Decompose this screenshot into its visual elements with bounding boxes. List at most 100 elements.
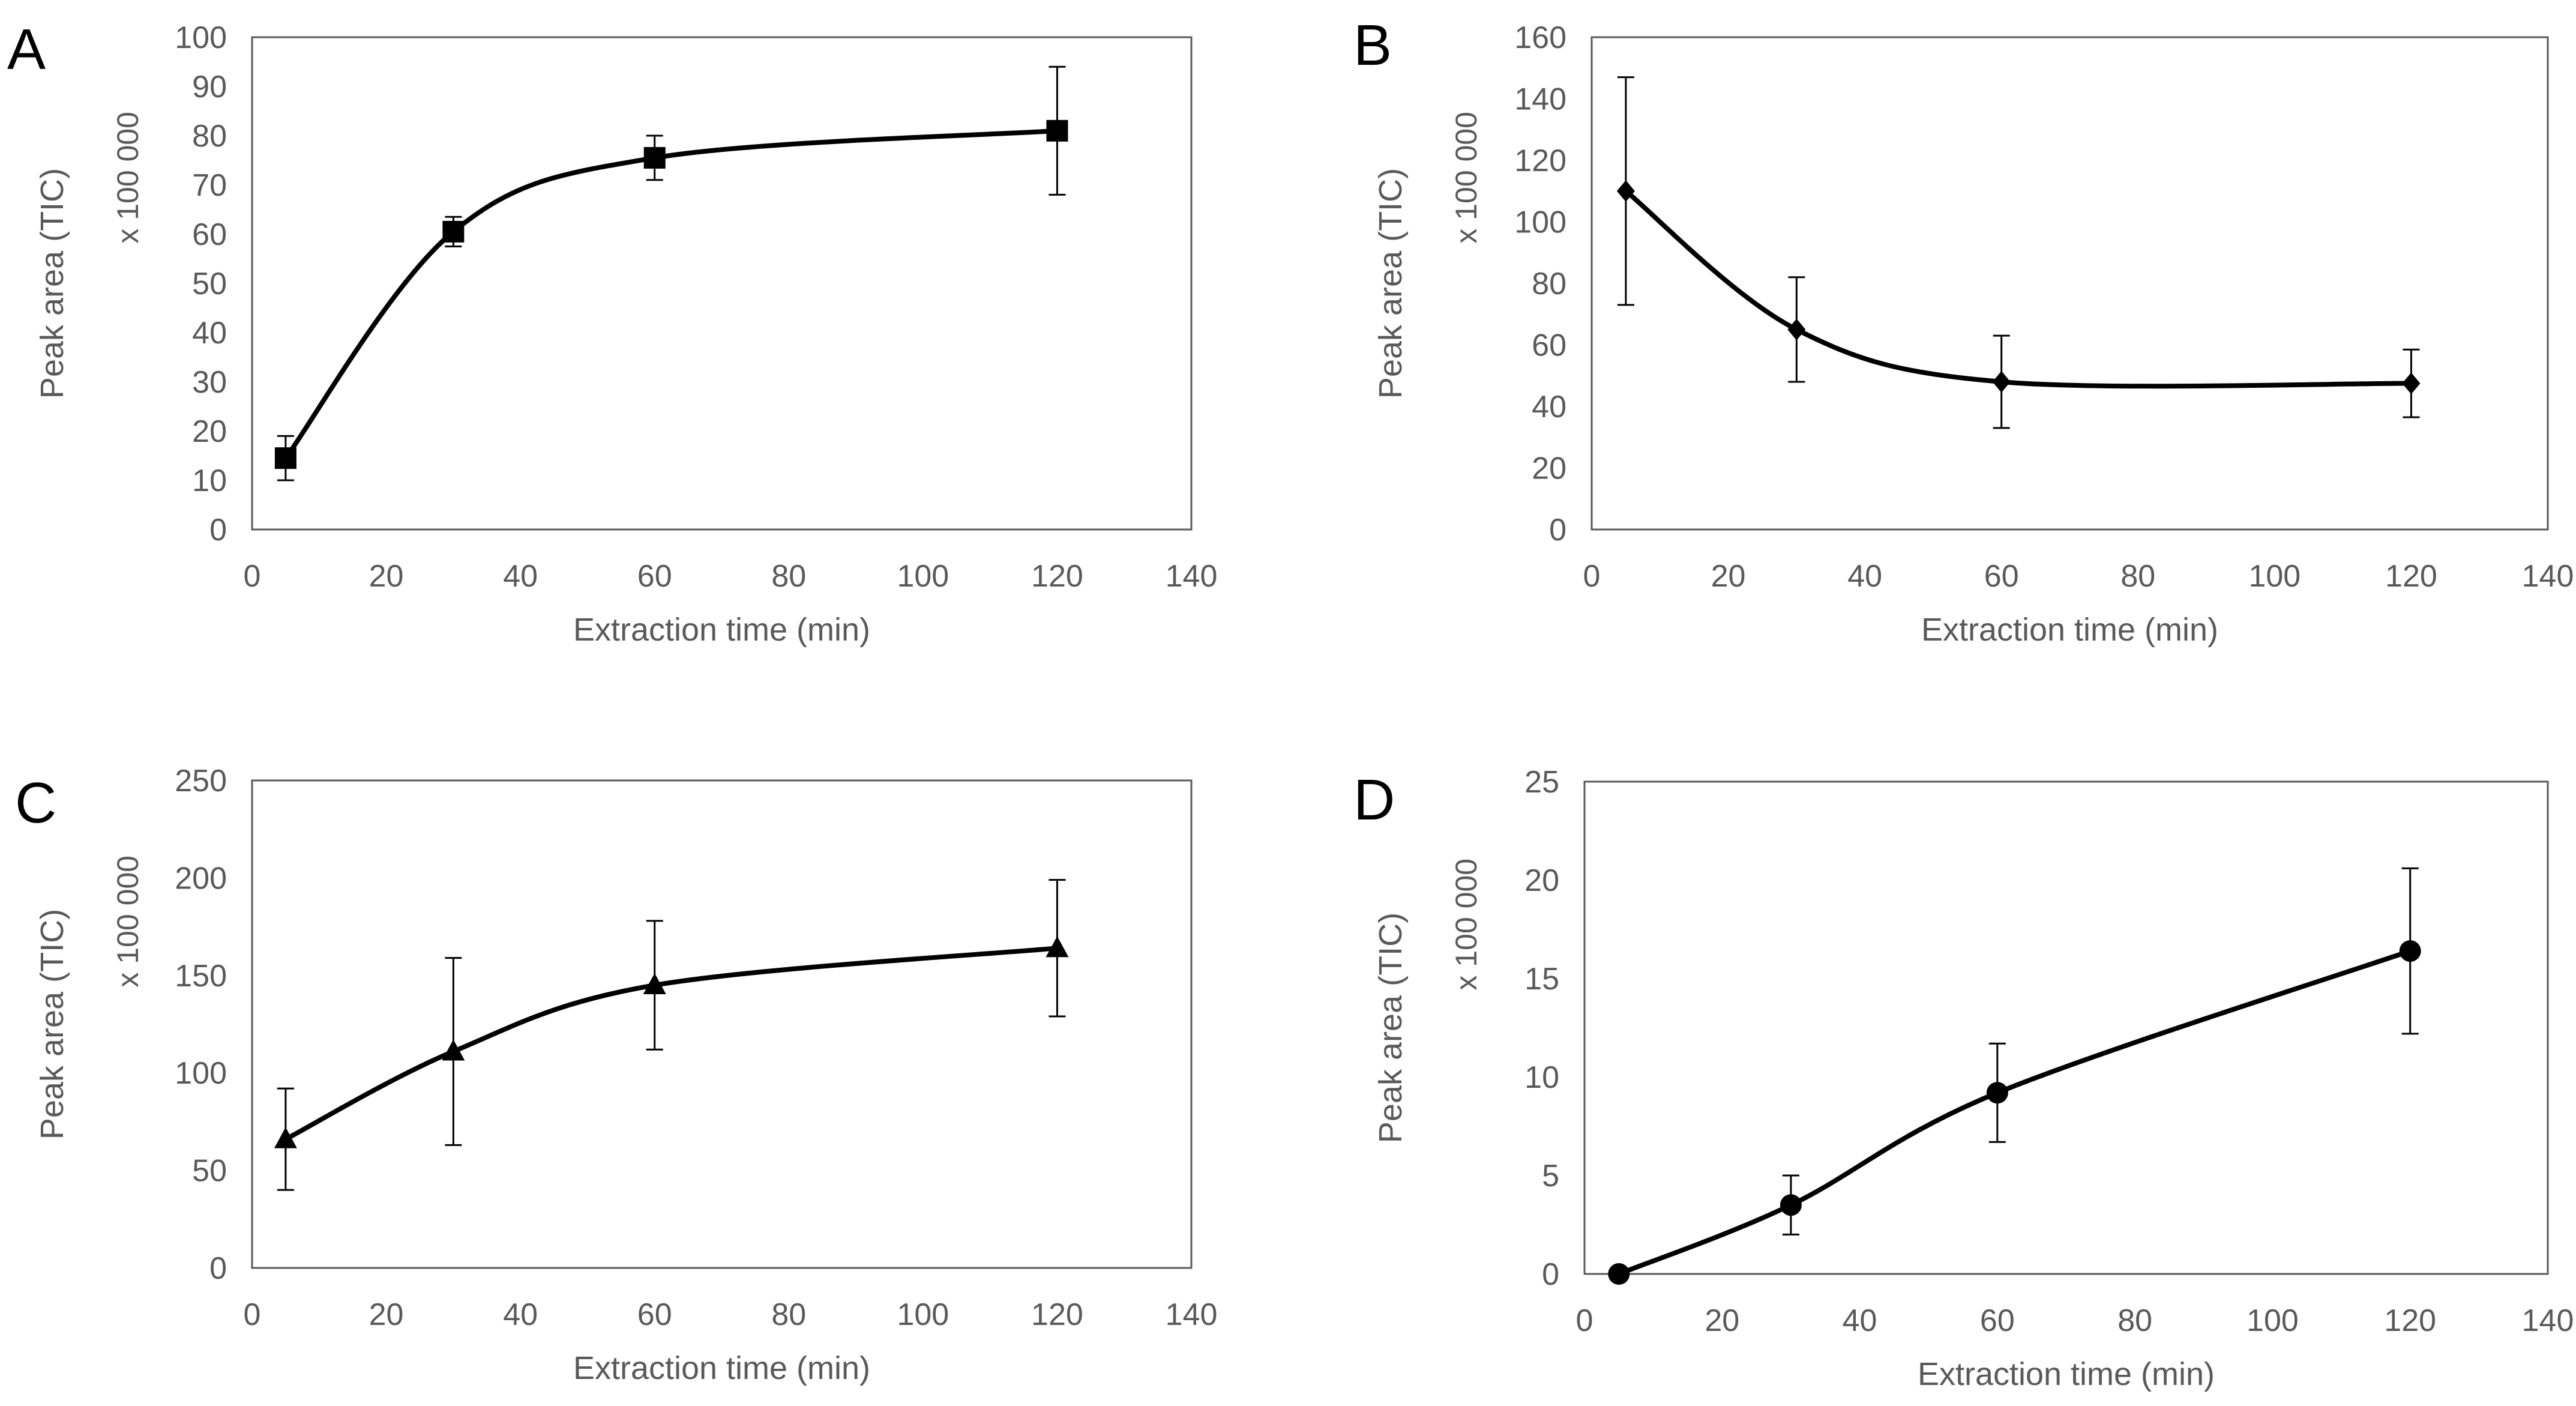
panel-b-x-tick-label: 80 xyxy=(2120,559,2155,594)
panel-c-y-tick-label: 100 xyxy=(175,1056,227,1091)
panel-a-x-tick-label: 120 xyxy=(1031,559,1083,594)
panel-a-y-tick-label: 70 xyxy=(192,168,227,203)
panel-d: D 0 5 10 15 20 25 0 20 40 60 80 100 120 140 Extraction … xyxy=(1353,765,2574,1392)
panel-a-y-tick-label: 60 xyxy=(192,217,227,252)
panel-d-x-tick-label: 20 xyxy=(1705,1303,1739,1338)
panel-b-x-tick-label: 40 xyxy=(1847,559,1882,594)
panel-a-y-tick-label: 100 xyxy=(175,20,227,55)
panel-b-data-point xyxy=(1992,371,2011,393)
panel-c-data-point xyxy=(643,973,666,995)
panel-b-data-point xyxy=(2402,372,2421,394)
panel-d-x-tick-label: 100 xyxy=(2246,1303,2299,1338)
panel-a-data-point xyxy=(643,146,666,169)
panel-a-x-axis-title: Extraction time (min) xyxy=(573,612,870,648)
panel-d-data-point xyxy=(1780,1194,1802,1216)
panel-c-scale-note: x 100 000 xyxy=(111,855,145,988)
panel-b-scale-note: x 100 000 xyxy=(1449,112,1483,244)
panel-a-data-point xyxy=(1046,119,1068,142)
panel-b-y-tick-label: 80 xyxy=(1532,267,1566,301)
panel-b-y-tick-label: 120 xyxy=(1514,143,1566,178)
panel-d-x-tick-label: 80 xyxy=(2117,1303,2152,1338)
panel-c-x-tick-label: 40 xyxy=(503,1297,538,1332)
panel-a-y-tick-label: 10 xyxy=(192,463,227,498)
panel-c-x-tick-label: 80 xyxy=(771,1297,806,1332)
panel-d-y-tick-label: 25 xyxy=(1524,765,1559,800)
panel-d-x-axis-title: Extraction time (min) xyxy=(1918,1356,2215,1392)
panel-d-x-tick-label: 0 xyxy=(1576,1303,1593,1338)
panel-d-y-axis-title: Peak area (TIC) xyxy=(1373,913,1409,1143)
panel-a-y-tick-label: 20 xyxy=(192,414,227,449)
panel-a-x-tick-label: 20 xyxy=(369,559,404,594)
panel-c-x-tick-label: 100 xyxy=(897,1297,949,1332)
panel-a: A 0 10 20 30 40 50 60 70 80 90 100 0 20 40 60 80 100 120 14… xyxy=(7,17,1217,648)
panel-c-data-point xyxy=(442,1039,465,1061)
panel-b-x-axis-title: Extraction time (min) xyxy=(1921,612,2218,648)
panel-d-scale-note: x 100 000 xyxy=(1449,858,1483,991)
panel-b-x-tick-label: 140 xyxy=(2522,559,2574,594)
panel-b-y-tick-label: 160 xyxy=(1514,20,1566,55)
panel-c-y-tick-label: 250 xyxy=(175,764,227,798)
panel-a-x-tick-label: 0 xyxy=(244,559,261,594)
panel-d-data-point xyxy=(2399,940,2421,962)
panel-b-y-tick-label: 40 xyxy=(1532,390,1566,424)
panel-d-letter: D xyxy=(1353,768,1395,832)
panel-a-scale-note: x 100 000 xyxy=(111,112,145,244)
panel-c-x-tick-label: 140 xyxy=(1166,1297,1218,1332)
panel-b-plot-frame xyxy=(1590,36,2549,531)
panel-d-x-tick-label: 60 xyxy=(1980,1303,2015,1338)
panel-c-y-axis-title: Peak area (TIC) xyxy=(34,909,70,1139)
panel-a-y-tick-label: 50 xyxy=(192,267,227,301)
panel-b: B 0 20 40 60 80 100 120 140 160 0 20 40 60 80 100 120 140… xyxy=(1353,13,2574,648)
panel-d-y-tick-label: 5 xyxy=(1542,1159,1559,1193)
panel-c-letter: C xyxy=(15,771,56,835)
panel-b-data-point xyxy=(1787,318,1806,340)
panel-a-y-tick-label: 0 xyxy=(209,513,227,548)
panel-a-x-tick-label: 140 xyxy=(1166,559,1218,594)
panel-c-x-tick-label: 20 xyxy=(369,1297,404,1332)
panel-c-series-line xyxy=(283,946,1060,1142)
panel-b-y-axis-title: Peak area (TIC) xyxy=(1373,168,1409,399)
panel-c-y-tick-label: 200 xyxy=(175,861,227,896)
panel-d-data-point xyxy=(1608,1263,1630,1285)
panel-d-x-tick-label: 140 xyxy=(2522,1303,2574,1338)
panel-d-x-tick-label: 120 xyxy=(2384,1303,2436,1338)
panel-b-y-tick-label: 100 xyxy=(1514,205,1566,240)
panel-a-y-tick-label: 80 xyxy=(192,119,227,154)
panel-a-y-tick-label: 90 xyxy=(192,70,227,104)
panel-a-y-tick-label: 40 xyxy=(192,316,227,351)
panel-a-letter: A xyxy=(7,17,46,82)
panel-a-x-tick-label: 60 xyxy=(637,559,672,594)
panel-c-y-tick-label: 50 xyxy=(192,1154,227,1189)
panel-a-x-tick-label: 100 xyxy=(897,559,949,594)
panel-c: C 0 50 100 150 200 250 0 20 40 60 80 100 120 140 Extrac… xyxy=(15,764,1217,1386)
panel-c-y-tick-label: 0 xyxy=(209,1251,227,1286)
panel-a-x-tick-label: 40 xyxy=(503,559,538,594)
panel-a-x-tick-label: 80 xyxy=(771,559,806,594)
panel-d-y-tick-label: 0 xyxy=(1542,1257,1559,1292)
panel-d-x-tick-label: 40 xyxy=(1843,1303,1877,1338)
panel-a-series-line xyxy=(283,128,1060,461)
panel-c-plot-frame xyxy=(251,779,1193,1269)
panel-a-y-tick-label: 30 xyxy=(192,365,227,400)
panel-b-y-tick-label: 140 xyxy=(1514,82,1566,117)
panel-c-data-point xyxy=(274,1127,297,1148)
panel-c-x-tick-label: 60 xyxy=(637,1297,672,1332)
panel-a-plot-frame xyxy=(251,36,1193,531)
panel-b-data-point xyxy=(1616,180,1635,202)
panel-b-x-tick-label: 0 xyxy=(1583,559,1601,594)
panel-c-x-tick-label: 0 xyxy=(244,1297,261,1332)
panel-c-y-tick-label: 150 xyxy=(175,959,227,994)
panel-b-y-tick-label: 0 xyxy=(1549,513,1566,548)
panel-a-data-point xyxy=(442,220,465,243)
panel-d-y-tick-label: 20 xyxy=(1524,863,1559,898)
panel-b-x-tick-label: 60 xyxy=(1984,559,2019,594)
panel-a-y-axis-title: Peak area (TIC) xyxy=(34,168,70,399)
panel-b-series-line xyxy=(1623,189,2414,389)
panel-b-x-tick-label: 100 xyxy=(2248,559,2301,594)
panel-b-x-tick-label: 20 xyxy=(1711,559,1746,594)
panel-b-x-tick-label: 120 xyxy=(2385,559,2437,594)
panel-d-y-tick-label: 10 xyxy=(1524,1060,1559,1095)
panel-b-letter: B xyxy=(1353,13,1392,77)
panel-a-data-point xyxy=(274,447,296,469)
